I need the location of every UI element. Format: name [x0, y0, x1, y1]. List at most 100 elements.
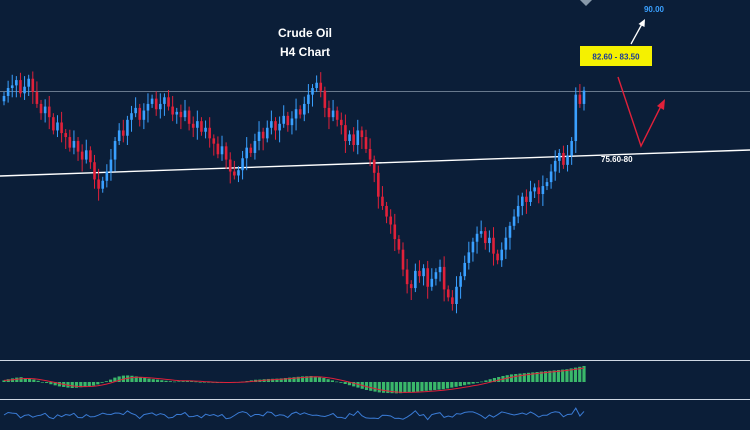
macd-bar	[309, 376, 313, 382]
macd-bar	[373, 382, 377, 392]
candle-body	[154, 98, 158, 110]
candle-body	[533, 187, 536, 192]
candle-body	[253, 141, 257, 153]
candle-body	[68, 137, 72, 148]
candle-body	[163, 97, 166, 104]
candle-body	[84, 150, 88, 160]
macd-bar	[23, 378, 27, 382]
macd-bar	[484, 380, 488, 382]
macd-bar	[313, 376, 317, 382]
macd-bar	[390, 382, 394, 394]
candle-body	[549, 171, 553, 183]
candle-body	[80, 151, 84, 160]
candle-body	[504, 237, 508, 250]
target-arrow-head	[638, 19, 645, 27]
candle-body	[171, 106, 174, 115]
macd-bar	[288, 377, 292, 382]
macd-bar	[347, 382, 352, 386]
macd-bar	[172, 381, 177, 383]
macd-bar	[561, 369, 565, 382]
candle-body	[298, 109, 302, 115]
macd-bar	[36, 380, 40, 382]
candle-body	[187, 110, 191, 124]
candle-body	[438, 266, 442, 273]
candle-body	[212, 138, 216, 144]
candle-body	[278, 123, 281, 131]
macd-bar	[394, 382, 398, 394]
candle-body	[397, 239, 401, 250]
macd-bar	[79, 382, 83, 388]
candle-body	[451, 297, 454, 304]
macd-bar	[526, 372, 531, 382]
macd-bar	[539, 371, 543, 382]
macd-bar	[305, 376, 309, 382]
candle-body	[446, 289, 450, 298]
candle-body	[233, 171, 236, 176]
macd-bar	[454, 382, 458, 387]
candle-body	[582, 90, 586, 104]
macd-bar	[381, 382, 386, 393]
candle-body	[121, 130, 125, 136]
candle-body	[146, 103, 150, 111]
top-marker	[580, 0, 592, 6]
candle-body	[327, 107, 331, 118]
macd-bar	[364, 382, 369, 390]
candle-body	[204, 127, 207, 132]
macd-bar	[428, 382, 433, 391]
candle-body	[224, 146, 228, 160]
candle-body	[488, 237, 491, 244]
macd-bar	[271, 378, 275, 382]
macd-bar	[117, 376, 121, 382]
candle-body	[237, 170, 240, 176]
candle-body	[27, 78, 30, 87]
macd-bar	[168, 381, 172, 382]
macd-bar	[49, 382, 53, 385]
candle-body	[381, 196, 384, 206]
macd-bar	[53, 382, 57, 386]
chart-title: Crude Oil	[278, 26, 332, 40]
candle-body	[200, 121, 203, 132]
macd-bar	[126, 375, 130, 382]
candle-body	[31, 78, 35, 92]
candle-body	[47, 106, 51, 118]
macd-bar	[565, 369, 569, 382]
candle-body	[323, 90, 327, 108]
macd-bar	[578, 366, 582, 382]
candle-body	[241, 158, 244, 171]
macd-bar	[74, 382, 79, 388]
candles-group	[2, 71, 586, 314]
macd-bar	[279, 378, 283, 382]
candle-body	[525, 196, 528, 202]
macd-bar	[343, 382, 347, 384]
macd-bar	[544, 371, 548, 382]
candle-body	[130, 113, 133, 120]
rsi-panel	[3, 407, 585, 421]
candle-body	[52, 117, 55, 131]
macd-bar	[339, 382, 343, 383]
macd-bar	[96, 382, 100, 385]
candle-body	[10, 85, 14, 89]
macd-bar	[531, 372, 535, 382]
macd-bar	[535, 372, 539, 382]
candle-body	[340, 119, 343, 126]
support-zone-label: 75.60-80	[601, 155, 633, 164]
candle-body	[344, 125, 347, 142]
chart-subtitle: H4 Chart	[280, 45, 330, 59]
candle-body	[43, 106, 47, 114]
macd-bar	[130, 375, 134, 382]
macd-bar	[147, 378, 151, 382]
macd-bar	[492, 378, 497, 382]
candle-body	[508, 225, 512, 238]
macd-bar	[450, 382, 454, 388]
candle-body	[331, 110, 335, 118]
candle-body	[479, 231, 483, 234]
candle-body	[377, 172, 380, 197]
candle-body	[541, 186, 545, 195]
macd-bar	[27, 378, 32, 382]
candle-body	[516, 205, 520, 217]
macd-bar	[300, 376, 305, 382]
candle-body	[558, 152, 561, 161]
candle-body	[356, 130, 360, 145]
